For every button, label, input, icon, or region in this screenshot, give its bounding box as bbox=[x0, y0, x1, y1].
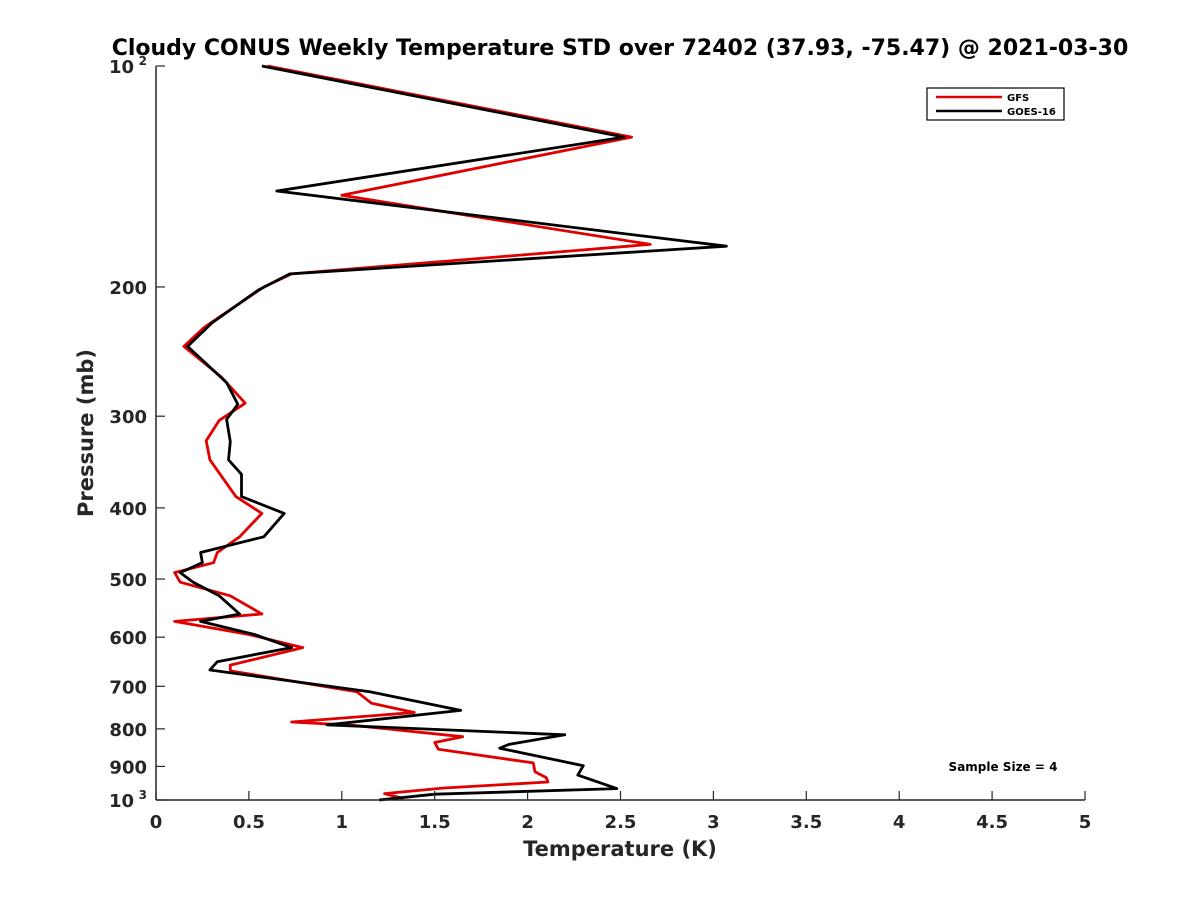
y-axis-label: Pressure (mb) bbox=[74, 349, 98, 517]
legend: GFS GOES-16 bbox=[926, 87, 1065, 121]
y-tick-label: 200 bbox=[109, 278, 147, 299]
plot-lines bbox=[173, 64, 728, 802]
y-tick-label: 10 bbox=[109, 57, 134, 78]
sample-size-annotation: Sample Size = 4 bbox=[949, 760, 1058, 774]
x-tick-label: 4.5 bbox=[976, 812, 1008, 833]
y-tick-label: 800 bbox=[109, 720, 147, 741]
x-tick-label: 2 bbox=[521, 812, 534, 833]
y-tick-label: 10 bbox=[109, 791, 134, 812]
x-tick-label: 3.5 bbox=[790, 812, 822, 833]
y-tick-exponent: 3 bbox=[139, 788, 147, 802]
x-tick-label: 3 bbox=[707, 812, 720, 833]
x-tick-label: 0.5 bbox=[233, 812, 265, 833]
y-axis-ticks: 10 2 200 300 400 500 600 700 800 900 10 3 bbox=[109, 54, 165, 812]
chart-title: Cloudy CONUS Weekly Temperature STD over… bbox=[112, 36, 1129, 61]
x-axis-ticks: 0 0.5 1 1.5 2 2.5 3 3.5 4 4.5 5 bbox=[150, 791, 1092, 833]
x-tick-label: 4 bbox=[893, 812, 906, 833]
y-tick-label: 300 bbox=[109, 407, 147, 428]
y-tick-label: 600 bbox=[109, 628, 147, 649]
x-axis-label: Temperature (K) bbox=[523, 837, 717, 861]
x-tick-label: 5 bbox=[1079, 812, 1092, 833]
y-tick-label: 700 bbox=[109, 677, 147, 698]
legend-box bbox=[926, 87, 1065, 121]
legend-label-goes-16: GOES-16 bbox=[1007, 107, 1056, 118]
y-tick-label: 400 bbox=[109, 499, 147, 520]
y-tick-exponent: 2 bbox=[139, 54, 147, 68]
legend-label-gfs: GFS bbox=[1007, 93, 1029, 104]
x-tick-label: 1.5 bbox=[419, 812, 451, 833]
series-line-goes-16 bbox=[178, 64, 728, 802]
x-tick-label: 1 bbox=[336, 812, 349, 833]
series-line-gfs bbox=[173, 64, 652, 800]
y-tick-label: 900 bbox=[109, 757, 147, 778]
x-tick-label: 2.5 bbox=[605, 812, 637, 833]
x-tick-label: 0 bbox=[150, 812, 163, 833]
y-tick-label: 500 bbox=[109, 570, 147, 591]
